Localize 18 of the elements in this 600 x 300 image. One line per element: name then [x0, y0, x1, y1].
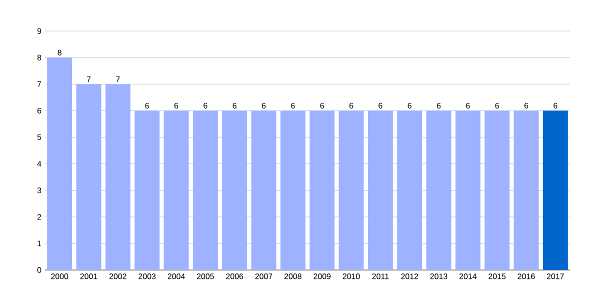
bar	[368, 110, 393, 270]
bar	[514, 110, 539, 270]
bar	[47, 58, 72, 270]
bar	[192, 110, 218, 270]
bar	[134, 110, 160, 270]
bar	[455, 110, 480, 270]
bar	[310, 110, 335, 270]
bar	[426, 110, 452, 270]
bar	[280, 110, 306, 270]
bar	[338, 110, 364, 270]
bar	[76, 84, 102, 270]
bar	[251, 110, 276, 270]
bar	[164, 110, 189, 270]
bar	[222, 110, 248, 270]
bar	[105, 84, 130, 270]
bar	[484, 110, 510, 270]
bar	[397, 110, 422, 270]
bar	[542, 110, 568, 270]
